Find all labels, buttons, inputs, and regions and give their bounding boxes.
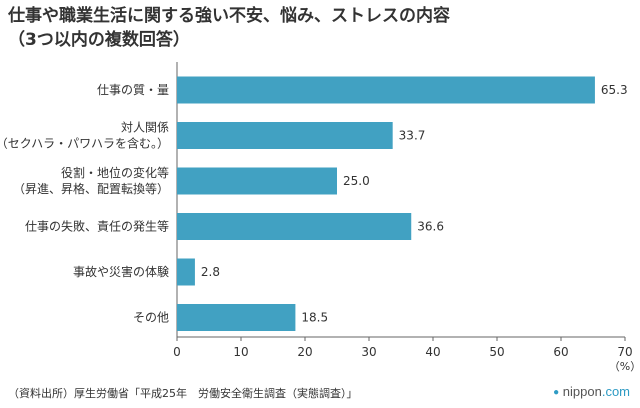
x-axis-unit-label: （%）	[609, 360, 640, 373]
brand-mark-icon: ●	[553, 387, 560, 398]
chart-title: 仕事や職業生活に関する強い不安、悩み、ストレスの内容 （3つ以内の複数回答）	[8, 4, 628, 52]
bar-3	[177, 213, 412, 240]
x-tick-label-0: 0	[173, 345, 181, 359]
value-label-4: 2.8	[201, 265, 220, 279]
x-tick-label-60: 60	[553, 345, 568, 359]
bar-2	[177, 167, 337, 195]
brand-logo: ● nippon.com	[553, 384, 630, 399]
value-label-0: 65.3	[601, 83, 628, 97]
bar-4	[177, 258, 195, 286]
value-label-2: 25.0	[343, 174, 370, 188]
chart-title-line-1: 仕事や職業生活に関する強い不安、悩み、ストレスの内容	[8, 6, 450, 26]
category-label-2-line-1: 役割・地位の変化等	[61, 165, 169, 180]
category-label-1-line-2: （セクハラ・パワハラを含む。）	[0, 136, 169, 151]
source-note: （資料出所）厚生労働省「平成25年 労働安全衛生調査（実態調査）」	[8, 387, 358, 400]
value-label-5: 18.5	[301, 311, 328, 325]
brand-name: nippon	[562, 384, 602, 399]
category-label-3: 仕事の失敗、責任の発生等	[25, 219, 169, 234]
x-tick-label-20: 20	[297, 345, 312, 359]
brand-domain: .com	[601, 384, 630, 399]
category-label-2-line-2: （昇進、昇格、配置転換等）	[13, 181, 169, 196]
x-tick-label-50: 50	[489, 345, 504, 359]
bar-0	[177, 76, 595, 104]
value-label-1: 33.7	[399, 129, 426, 143]
x-tick-label-70: 70	[617, 345, 632, 359]
category-label-4: 事故や災害の体験	[73, 264, 169, 279]
category-label-1-line-1: 対人関係	[121, 121, 169, 135]
value-label-3: 36.6	[417, 220, 444, 234]
bar-1	[177, 122, 393, 149]
category-label-0: 仕事の質・量	[97, 82, 169, 97]
x-tick-label-10: 10	[233, 345, 248, 359]
x-tick-label-40: 40	[425, 345, 440, 359]
category-label-5: その他	[133, 311, 169, 325]
chart-title-line-2: （3つ以内の複数回答）	[8, 30, 190, 50]
x-tick-label-30: 30	[361, 345, 376, 359]
bar-5	[177, 304, 296, 331]
